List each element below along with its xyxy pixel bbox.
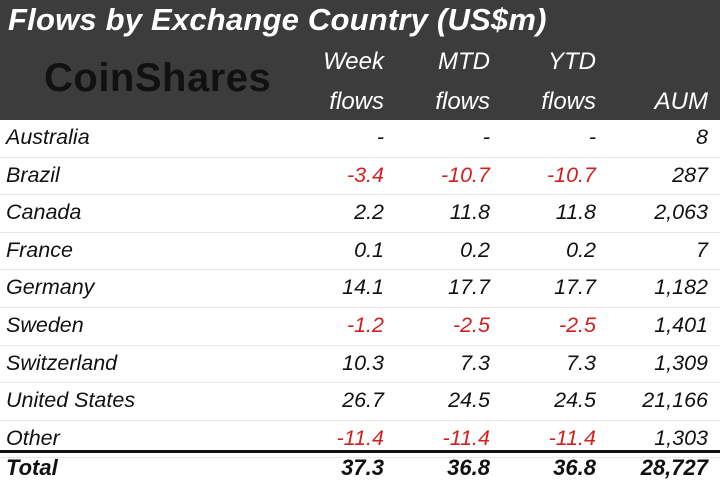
value-cell: -3.4 xyxy=(346,162,384,187)
value-cell: 2,063 xyxy=(654,200,708,225)
table-row: Germany 14.1 17.7 17.7 1,182 xyxy=(0,270,720,308)
country-label: Australia xyxy=(6,125,90,149)
country-label: Canada xyxy=(6,200,82,225)
table-header: Flows by Exchange Country (US$m) CoinSha… xyxy=(0,0,720,120)
value-cell: 1,182 xyxy=(654,275,708,300)
value-cell: 21,166 xyxy=(642,388,708,413)
value-cell: 0.2 xyxy=(460,237,490,262)
value-cell: - xyxy=(482,125,490,149)
value-cell: -11.4 xyxy=(336,425,384,450)
table-row: Canada 2.2 11.8 11.8 2,063 xyxy=(0,195,720,233)
total-value-cell: 37.3 xyxy=(341,455,384,480)
column-header-1-line2: flows xyxy=(329,88,384,115)
value-cell: -2.5 xyxy=(558,312,596,337)
total-row: Total 37.3 36.8 36.8 28,727 xyxy=(0,453,720,486)
table-row: United States 26.7 24.5 24.5 21,166 xyxy=(0,383,720,421)
table-row: Brazil -3.4 -10.7 -10.7 287 xyxy=(0,158,720,196)
value-cell: 287 xyxy=(672,162,708,187)
value-cell: 0.1 xyxy=(354,237,384,262)
value-cell: 17.7 xyxy=(448,275,490,300)
value-cell: -11.4 xyxy=(548,425,596,450)
table-row: Australia - - - 8 xyxy=(0,120,720,158)
value-cell: 17.7 xyxy=(554,275,596,300)
value-cell: 1,303 xyxy=(654,425,708,450)
table-body: Australia - - - 8 Brazil -3.4 -10.7 -10.7 287 Cana… xyxy=(0,120,720,459)
coinshares-logo: CoinShares xyxy=(44,56,272,100)
country-label: United States xyxy=(6,388,136,413)
column-header-1-line1: Week xyxy=(323,48,384,75)
value-cell: - xyxy=(588,125,596,149)
value-cell: 8 xyxy=(696,125,708,149)
table-row: Switzerland 10.3 7.3 7.3 1,309 xyxy=(0,346,720,384)
country-label: Sweden xyxy=(6,312,84,337)
table-title: Flows by Exchange Country (US$m) xyxy=(8,2,547,37)
value-cell: 1,401 xyxy=(654,312,708,337)
value-cell: 7 xyxy=(696,237,708,262)
total-label: Total xyxy=(6,455,58,480)
column-header-2-line2: flows xyxy=(435,88,490,115)
value-cell: -1.2 xyxy=(346,312,384,337)
value-cell: 7.3 xyxy=(460,350,490,375)
value-cell: - xyxy=(376,125,384,149)
column-header-3-line1: YTD xyxy=(548,48,596,75)
value-cell: 26.7 xyxy=(342,388,384,413)
value-cell: 10.3 xyxy=(342,350,384,375)
value-cell: 0.2 xyxy=(566,237,596,262)
value-cell: 24.5 xyxy=(448,388,490,413)
value-cell: 11.8 xyxy=(449,200,490,225)
country-label: Switzerland xyxy=(6,350,118,375)
total-separator xyxy=(0,450,720,453)
value-cell: -10.7 xyxy=(440,162,490,187)
value-cell: 24.5 xyxy=(554,388,596,413)
country-label: France xyxy=(6,237,73,262)
country-label: Germany xyxy=(6,275,95,300)
value-cell: 7.3 xyxy=(566,350,596,375)
column-header-2-line1: MTD xyxy=(438,48,490,75)
column-header-4-line2: AUM xyxy=(654,88,708,115)
column-header-3-line2: flows xyxy=(541,88,596,115)
table-row: Other -11.4 -11.4 -11.4 1,303 xyxy=(0,421,720,459)
total-value-cell: 36.8 xyxy=(553,455,596,480)
table-row: Sweden -1.2 -2.5 -2.5 1,401 xyxy=(0,308,720,346)
country-label: Other xyxy=(6,425,60,450)
total-value-cell: 36.8 xyxy=(447,455,490,480)
country-label: Brazil xyxy=(6,162,60,187)
value-cell: -11.4 xyxy=(442,425,490,450)
table-row: France 0.1 0.2 0.2 7 xyxy=(0,233,720,271)
value-cell: 11.8 xyxy=(555,200,596,225)
value-cell: -2.5 xyxy=(452,312,490,337)
value-cell: -10.7 xyxy=(546,162,596,187)
value-cell: 1,309 xyxy=(654,350,708,375)
value-cell: 2.2 xyxy=(354,200,384,225)
total-value-cell: 28,727 xyxy=(640,455,708,480)
value-cell: 14.1 xyxy=(342,275,384,300)
